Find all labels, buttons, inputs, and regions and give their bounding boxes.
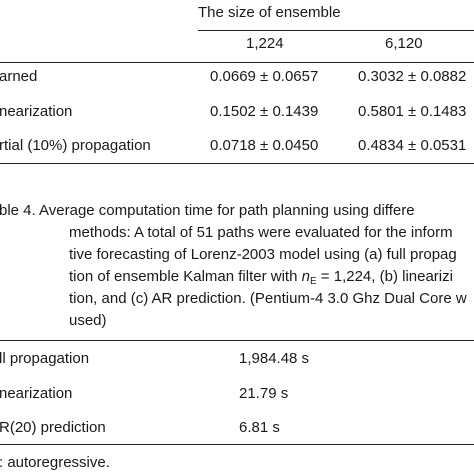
cell-value: 0.5801 ± 0.1483	[358, 103, 467, 120]
cell-value: 0.3032 ± 0.0882	[358, 68, 467, 85]
group-header-rule	[198, 30, 474, 31]
caption-text: tion of ensemble Kalman filter with	[69, 268, 302, 285]
cell-value: 21.79 s	[239, 385, 289, 402]
cell-value: 0.4834 ± 0.0531	[358, 137, 467, 154]
caption-line: tive forecasting of Lorenz-2003 model us…	[69, 246, 457, 263]
caption-line: tion, and (c) AR prediction. (Pentium-4 …	[69, 290, 467, 307]
column-header-1224: 1,224	[246, 35, 284, 52]
table-footnote: : autoregressive.	[0, 454, 110, 471]
header-bottom-rule	[0, 62, 474, 63]
caption-line: used)	[69, 312, 107, 329]
caption-line: tion of ensemble Kalman filter with nE =…	[69, 266, 453, 293]
cell-value: 6.81 s	[239, 419, 280, 436]
cell-value: 0.0718 ± 0.0450	[210, 137, 319, 154]
caption-text: = 1,224, (b) linearizi	[316, 268, 453, 285]
cell-value: 1,984.48 s	[239, 350, 310, 367]
column-header-6120: 6,120	[385, 35, 423, 52]
table4-top-rule	[0, 340, 474, 341]
row-label: rtial (10%) propagation	[0, 137, 151, 154]
caption-line: ble 4. Average computation time for path…	[0, 202, 415, 219]
ensemble-size-symbol: n	[301, 268, 310, 285]
ensemble-size-subscript: E	[309, 276, 317, 287]
row-label: nearization	[0, 385, 73, 402]
caption-line: methods: A total of 51 paths were evalua…	[69, 224, 453, 241]
row-label: ll propagation	[0, 350, 90, 367]
table4-bottom-rule	[0, 444, 474, 445]
row-label: arned	[0, 68, 38, 85]
group-header: The size of ensemble	[198, 4, 341, 21]
row-label: nearization	[0, 103, 73, 120]
cell-value: 0.0669 ± 0.0657	[210, 68, 319, 85]
cell-value: 0.1502 ± 0.1439	[210, 103, 319, 120]
row-label: R(20) prediction	[0, 419, 106, 436]
table-bottom-rule	[0, 163, 474, 164]
